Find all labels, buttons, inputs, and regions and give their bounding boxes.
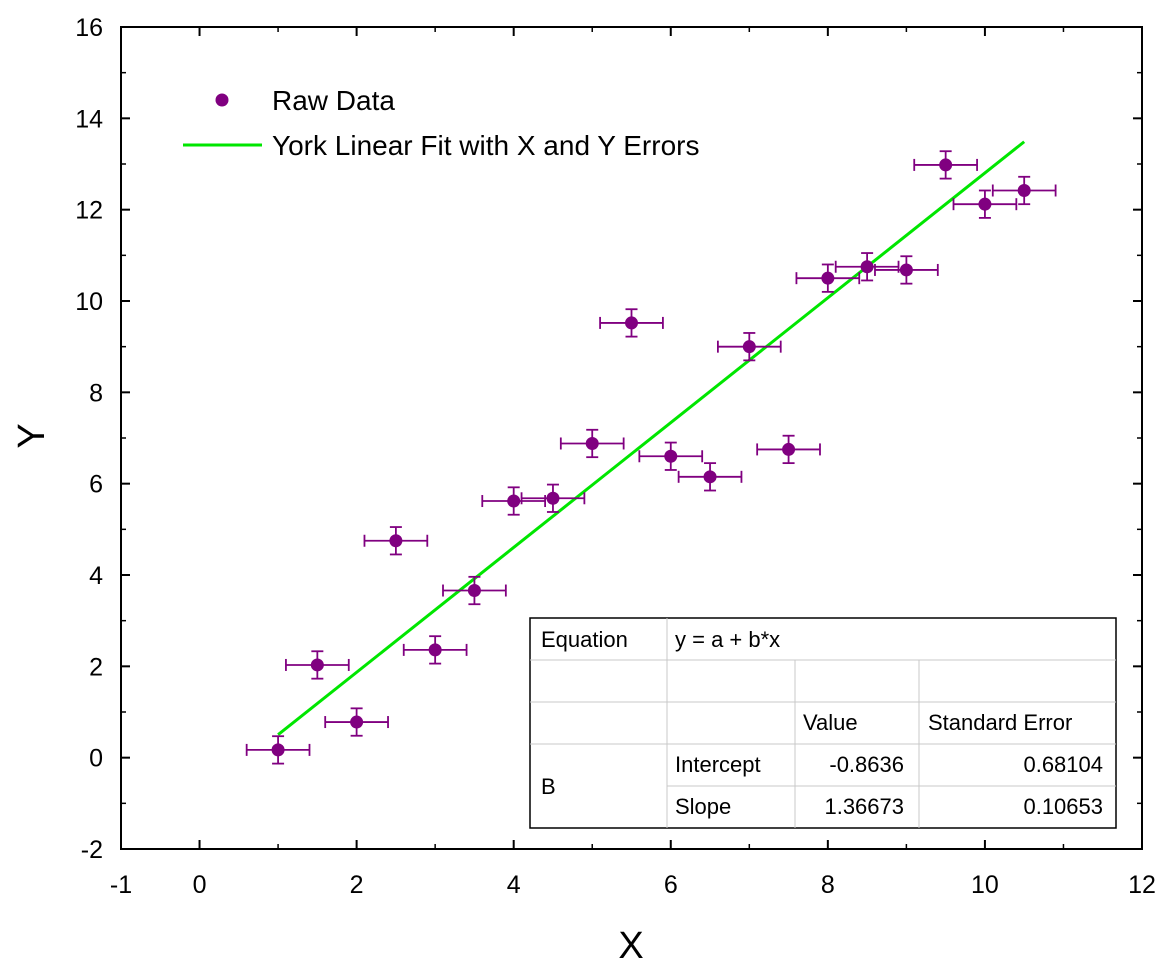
data-point-marker <box>860 260 874 274</box>
fit-line-layer <box>277 140 1026 736</box>
data-point <box>716 332 782 362</box>
legend: Raw Data York Linear Fit with X and Y Er… <box>183 85 699 161</box>
data-point <box>677 462 743 492</box>
results-table-gridlines <box>530 618 1116 828</box>
data-point-marker <box>467 584 481 598</box>
x-tick-label: 10 <box>971 871 999 899</box>
y-axis: -2 0 2 4 6 8 10 12 14 16 <box>75 14 1142 864</box>
data-point-marker <box>821 271 835 285</box>
results-table: Equation y = a + b*x Value Standard Erro… <box>529 617 1117 829</box>
table-param-intercept: Intercept <box>675 752 761 777</box>
table-param-slope: Slope <box>675 794 731 819</box>
y-tick-label: 14 <box>75 105 103 133</box>
data-point <box>638 441 704 471</box>
data-point-marker <box>703 470 717 484</box>
table-group-label: B <box>541 774 556 799</box>
data-points-layer <box>245 150 1057 765</box>
y-tick-label: 4 <box>89 562 103 590</box>
x-tick-label: 2 <box>350 871 364 899</box>
y-tick-label: 2 <box>89 653 103 681</box>
x-tick-label: 4 <box>507 871 521 899</box>
data-point-marker <box>428 643 442 657</box>
data-point <box>285 650 350 680</box>
data-point-marker <box>271 743 285 757</box>
x-tick-label: 6 <box>664 871 678 899</box>
data-point-marker <box>625 316 638 330</box>
table-error-intercept: 0.68104 <box>1023 752 1103 777</box>
data-point-marker <box>939 158 953 172</box>
data-point <box>324 707 389 737</box>
y-tick-label: 16 <box>75 14 103 42</box>
x-tick-label: 12 <box>1128 871 1156 899</box>
results-table-frame <box>529 617 1117 829</box>
data-point <box>481 486 547 516</box>
legend-label-fit-line: York Linear Fit with X and Y Errors <box>272 130 699 161</box>
data-point <box>834 252 900 282</box>
data-point-marker <box>782 442 796 456</box>
data-point <box>952 189 1018 219</box>
table-value-slope: 1.36673 <box>824 794 904 819</box>
data-point-marker <box>899 263 913 277</box>
x-tick-label: 0 <box>193 871 207 899</box>
data-point <box>913 150 978 180</box>
data-point <box>756 434 821 465</box>
table-header-error: Standard Error <box>928 710 1072 735</box>
data-point <box>874 255 939 285</box>
y-tick-label: 12 <box>75 197 103 225</box>
data-point <box>520 483 586 513</box>
x-axis: -1 0 2 4 6 8 10 12 <box>110 27 1156 899</box>
data-point-marker <box>742 340 756 354</box>
data-point <box>599 308 664 338</box>
data-point <box>245 735 311 765</box>
x-axis-title: X <box>618 925 643 962</box>
data-point-marker <box>310 658 324 672</box>
data-point <box>363 526 429 556</box>
legend-label-raw-data: Raw Data <box>272 85 395 116</box>
data-point-marker <box>1017 183 1031 197</box>
data-point <box>795 263 861 293</box>
data-point-marker <box>664 449 678 463</box>
y-tick-label: 8 <box>89 379 103 407</box>
data-point-marker <box>507 494 521 508</box>
y-tick-label: 0 <box>89 745 103 773</box>
table-header-value: Value <box>803 710 858 735</box>
y-tick-label: -2 <box>81 836 103 864</box>
y-tick-label: 10 <box>75 288 103 316</box>
y-tick-label: 6 <box>89 471 103 499</box>
data-point-marker <box>546 491 560 505</box>
data-point-marker <box>389 534 403 548</box>
y-axis-title: Y <box>11 423 53 448</box>
legend-marker-raw-data <box>215 93 229 107</box>
data-point-marker <box>978 197 992 211</box>
data-point <box>442 575 507 606</box>
data-point <box>559 428 625 459</box>
x-tick-label: -1 <box>110 871 132 899</box>
table-error-slope: 0.10653 <box>1023 794 1103 819</box>
fit-line <box>277 140 1026 736</box>
x-tick-label: 8 <box>821 871 835 899</box>
data-point-marker <box>585 436 599 450</box>
data-point-marker <box>350 715 364 729</box>
table-equation: y = a + b*x <box>675 627 780 652</box>
data-point <box>991 175 1057 206</box>
table-equation-label: Equation <box>541 627 628 652</box>
data-point <box>402 635 468 665</box>
table-value-intercept: -0.8636 <box>829 752 904 777</box>
